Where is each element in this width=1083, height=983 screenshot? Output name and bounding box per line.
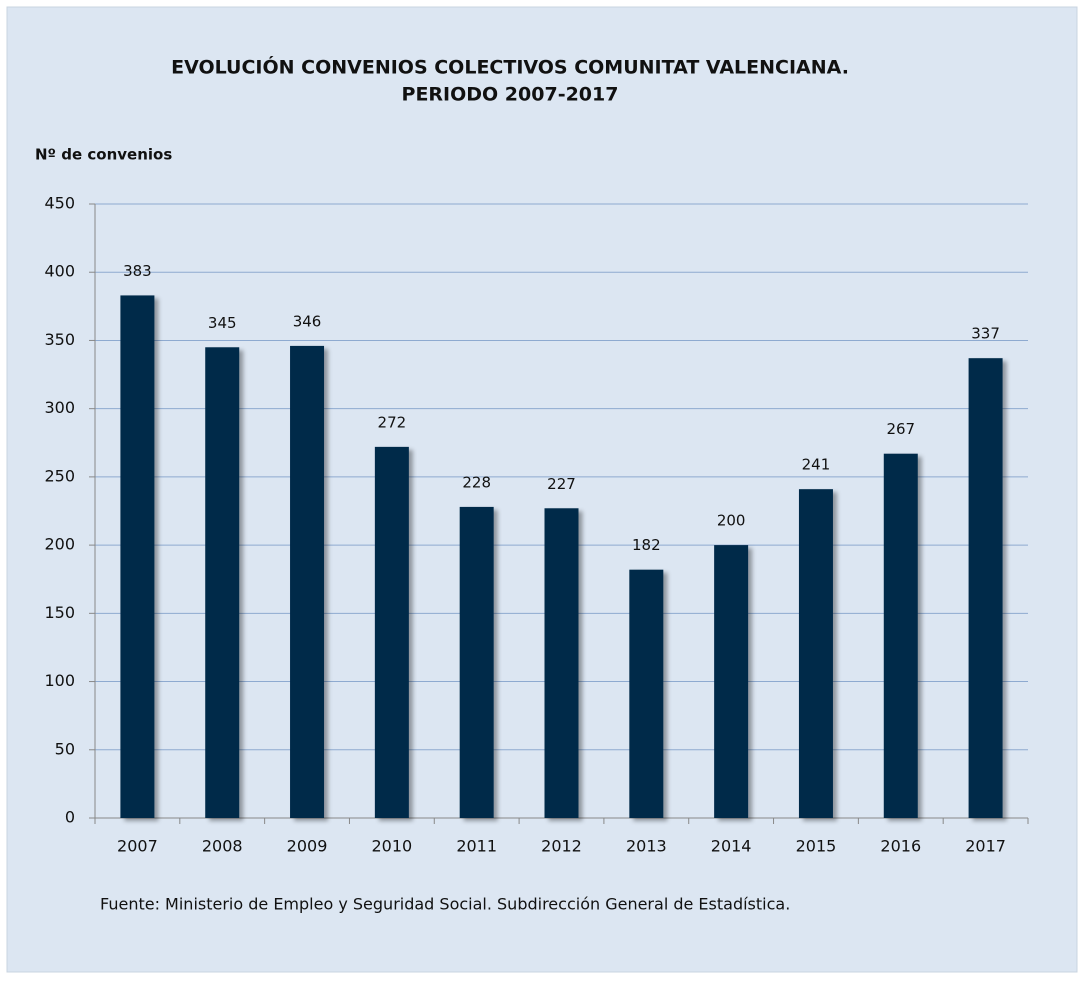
bar <box>883 453 918 818</box>
x-tick-label: 2011 <box>456 837 497 856</box>
data-label: 241 <box>802 456 831 474</box>
data-label: 337 <box>971 325 1000 343</box>
x-tick-label: 2012 <box>541 837 582 856</box>
y-tick-label: 100 <box>44 671 75 690</box>
bar <box>714 545 749 818</box>
x-tick-label: 2014 <box>711 837 752 856</box>
bar <box>544 508 579 818</box>
data-label: 346 <box>293 312 322 330</box>
bar <box>120 295 155 818</box>
x-tick-label: 2008 <box>202 837 243 856</box>
source: Fuente: Ministerio de Empleo y Seguridad… <box>100 895 790 914</box>
y-tick-label: 350 <box>44 330 75 349</box>
y-tick-label: 450 <box>44 194 75 213</box>
x-tick-label: 2016 <box>880 837 921 856</box>
data-label: 227 <box>547 475 576 493</box>
y-tick-label: 0 <box>65 808 75 827</box>
data-label: 182 <box>632 536 661 554</box>
y-axis-label: Nº de convenios <box>35 146 172 164</box>
y-tick-label: 400 <box>44 262 75 281</box>
data-label: 200 <box>717 512 746 530</box>
y-tick-label: 300 <box>44 398 75 417</box>
y-tick-label: 50 <box>55 739 75 758</box>
x-tick-label: 2010 <box>372 837 413 856</box>
bar <box>374 446 409 818</box>
x-tick-label: 2015 <box>796 837 837 856</box>
x-tick-label: 2009 <box>287 837 328 856</box>
bar <box>290 345 325 818</box>
y-tick-label: 250 <box>44 466 75 485</box>
chart-title: EVOLUCIÓN CONVENIOS COLECTIVOS COMUNITAT… <box>171 55 849 79</box>
bar <box>798 489 833 818</box>
x-tick-label: 2007 <box>117 837 158 856</box>
bar <box>968 358 1003 818</box>
y-tick-label: 150 <box>44 603 75 622</box>
data-label: 345 <box>208 314 237 332</box>
bar <box>459 506 494 818</box>
data-label: 383 <box>123 262 152 280</box>
data-label: 272 <box>378 413 407 431</box>
bar <box>629 569 664 818</box>
data-label: 267 <box>886 420 915 438</box>
data-label: 228 <box>462 473 491 491</box>
x-tick-label: 2013 <box>626 837 667 856</box>
x-tick-label: 2017 <box>965 837 1006 856</box>
y-tick-label: 200 <box>44 535 75 554</box>
chart-title: PERIODO 2007-2017 <box>402 84 619 106</box>
bar <box>205 347 240 818</box>
